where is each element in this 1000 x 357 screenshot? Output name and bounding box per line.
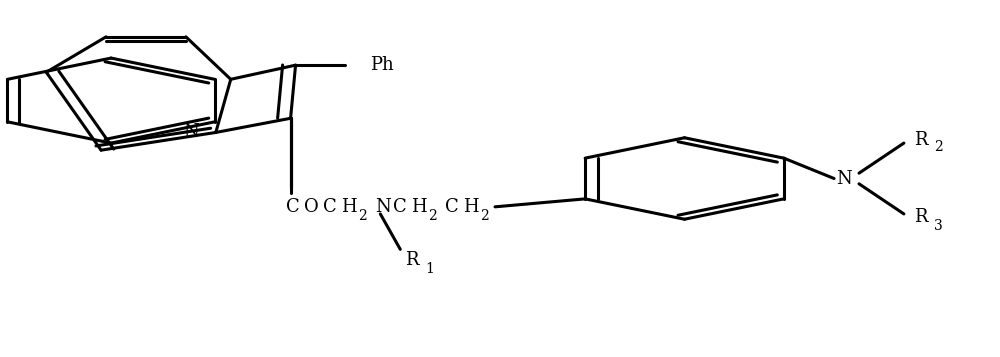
Text: 2: 2 <box>358 209 367 223</box>
Text: 2: 2 <box>480 209 489 223</box>
Text: O: O <box>304 198 318 216</box>
Text: C: C <box>286 198 299 216</box>
Text: R: R <box>405 251 419 269</box>
Text: N: N <box>836 170 852 187</box>
Text: 2: 2 <box>428 209 437 223</box>
Text: R: R <box>914 131 927 149</box>
Text: N: N <box>183 124 199 141</box>
Text: R: R <box>914 208 927 226</box>
Text: H: H <box>341 198 357 216</box>
Text: N: N <box>375 198 391 216</box>
Text: 1: 1 <box>425 262 434 276</box>
Text: 3: 3 <box>934 219 943 233</box>
Text: 2: 2 <box>934 140 943 154</box>
Text: C: C <box>445 198 459 216</box>
Text: Ph: Ph <box>370 56 394 74</box>
Text: C: C <box>393 198 407 216</box>
Text: H: H <box>411 198 427 216</box>
Text: C: C <box>323 198 337 216</box>
Text: H: H <box>463 198 479 216</box>
